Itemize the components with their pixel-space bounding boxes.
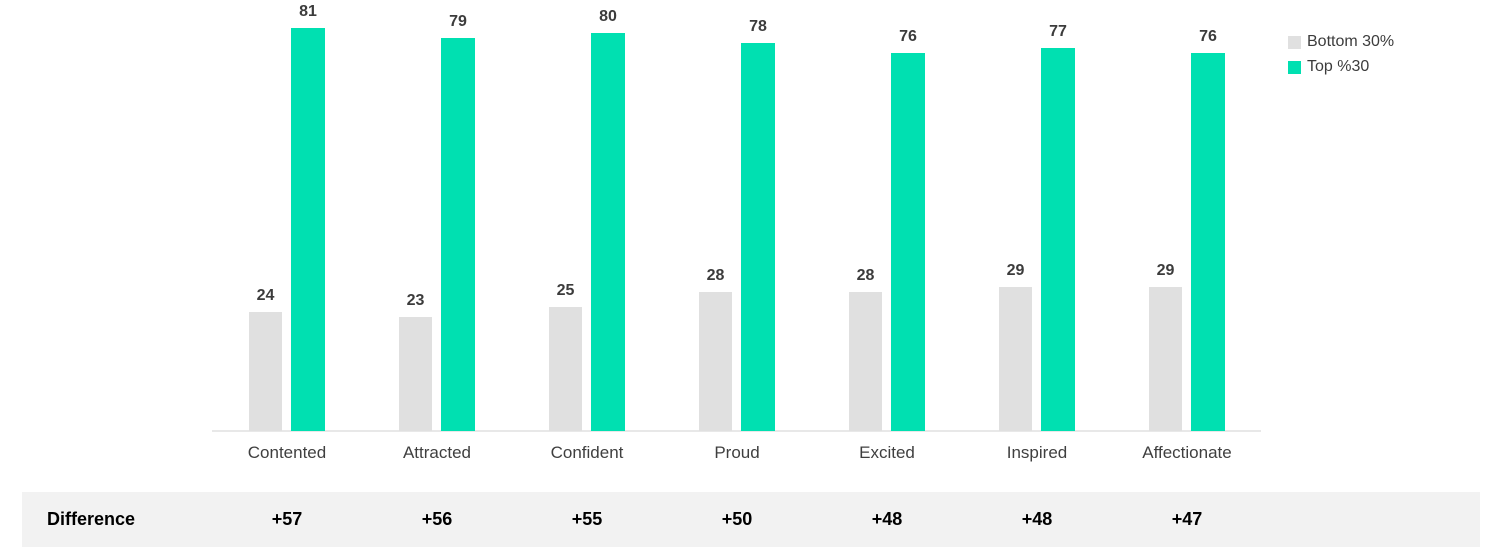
- bar-bottom-30-excited: [849, 292, 882, 431]
- bar-value-label-bottom-30-confident: 25: [556, 282, 575, 299]
- difference-value-affectionate: +47: [1171, 509, 1203, 529]
- difference-value-excited: +48: [871, 509, 903, 529]
- bar-value-label-bottom-30-proud: 28: [706, 267, 725, 284]
- legend-item-top-30: Top %30: [1288, 58, 1394, 76]
- bar-value-label-top-30-affectionate: 76: [1199, 28, 1217, 45]
- bar-top-30-contented: [291, 28, 325, 431]
- bar-value-label-bottom-30-inspired: 29: [1006, 262, 1025, 279]
- legend-item-bottom-30: Bottom 30%: [1288, 33, 1394, 51]
- bar-bottom-30-affectionate: [1149, 287, 1182, 431]
- bar-bottom-30-inspired: [999, 287, 1032, 431]
- x-axis-line: [212, 430, 1261, 432]
- bar-top-30-proud: [741, 43, 775, 431]
- bar-value-label-bottom-30-excited: 28: [856, 267, 875, 284]
- bar-value-label-top-30-contented: 81: [299, 3, 317, 20]
- category-label-affectionate: Affectionate: [1142, 443, 1232, 462]
- difference-value-inspired: +48: [1021, 509, 1053, 529]
- bar-bottom-30-confident: [549, 307, 582, 431]
- bar-value-label-bottom-30-contented: 24: [256, 287, 275, 304]
- bar-bottom-30-attracted: [399, 317, 432, 431]
- category-label-attracted: Attracted: [402, 443, 472, 462]
- bar-value-label-top-30-attracted: 79: [449, 13, 467, 30]
- bar-bottom-30-contented: [249, 312, 282, 431]
- legend-label-top-30: Top %30: [1307, 58, 1370, 75]
- category-label-proud: Proud: [714, 443, 760, 462]
- bar-value-label-bottom-30-attracted: 23: [406, 292, 425, 309]
- difference-value-contented: +57: [271, 509, 303, 529]
- legend-swatch-top-30-icon: [1288, 60, 1301, 74]
- bar-value-label-bottom-30-affectionate: 29: [1156, 262, 1175, 279]
- difference-value-confident: +55: [571, 509, 603, 529]
- difference-value-proud: +50: [721, 509, 753, 529]
- difference-row: Difference +57 +56 +55 +50 +48 +48 +47: [22, 492, 1480, 547]
- legend: Bottom 30% Top %30: [1288, 33, 1394, 76]
- legend-label-bottom-30: Bottom 30%: [1307, 33, 1395, 50]
- difference-row-label: Difference: [47, 509, 136, 529]
- bar-chart-plot-area: 24 81 Contented 23 79 Attracted 25 80 Confident 2…: [212, 3, 1261, 462]
- legend-swatch-bottom-30-icon: [1288, 35, 1301, 49]
- bar-top-30-inspired: [1041, 48, 1075, 431]
- category-label-excited: Excited: [859, 443, 915, 462]
- bar-value-label-top-30-excited: 76: [899, 28, 917, 45]
- bar-bottom-30-proud: [699, 292, 732, 431]
- bar-top-30-attracted: [441, 38, 475, 431]
- category-label-inspired: Inspired: [1006, 443, 1068, 462]
- bar-top-30-excited: [891, 53, 925, 431]
- category-label-confident: Confident: [550, 443, 624, 462]
- bar-top-30-affectionate: [1191, 53, 1225, 431]
- bar-top-30-confident: [591, 33, 625, 431]
- bar-value-label-top-30-confident: 80: [599, 8, 617, 25]
- category-label-contented: Contented: [247, 443, 327, 462]
- difference-value-attracted: +56: [421, 509, 453, 529]
- bar-value-label-top-30-proud: 78: [749, 18, 767, 35]
- bar-value-label-top-30-inspired: 77: [1049, 23, 1067, 40]
